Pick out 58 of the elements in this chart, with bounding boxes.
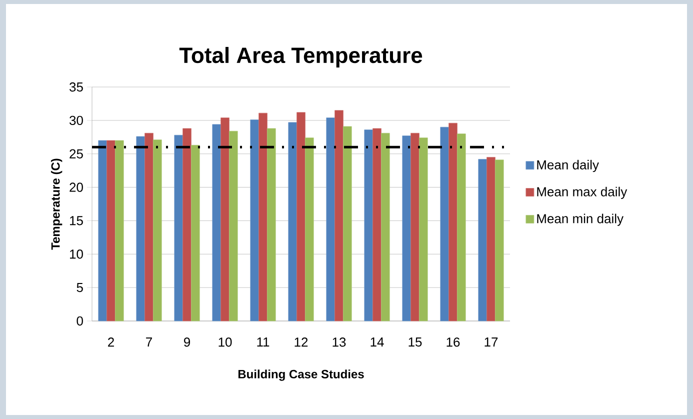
x-tick-label: 7: [146, 338, 152, 346]
x-tick-label: 11: [257, 338, 270, 346]
y-tick-label: 15: [70, 216, 83, 226]
bar: [106, 140, 116, 322]
bar: [267, 128, 276, 322]
bar: [220, 118, 230, 322]
bar: [144, 132, 154, 322]
y-axis-title: Temperature (C): [50, 158, 62, 250]
y-tick-label: 10: [70, 250, 83, 259]
bar: [495, 160, 504, 322]
bar: [182, 128, 192, 322]
x-tick-label: 2: [108, 338, 114, 347]
x-tick-label: 15: [408, 338, 422, 347]
bar: [486, 156, 496, 322]
bar: [457, 134, 466, 322]
bar: [364, 130, 374, 322]
x-tick-label: 13: [332, 338, 346, 347]
y-tick-label: 20: [70, 182, 83, 192]
bar: [174, 134, 184, 322]
x-tick-label: 12: [294, 338, 308, 347]
x-tick-label: 10: [218, 338, 232, 347]
legend-label: Mean min daily: [537, 214, 624, 226]
bar: [250, 120, 260, 322]
x-tick-label: 16: [446, 338, 460, 347]
bar: [98, 140, 108, 322]
bar: [115, 140, 124, 322]
y-tick-label: 25: [70, 149, 83, 158]
y-tick-label: 35: [70, 82, 83, 92]
bar: [153, 140, 162, 322]
x-axis-title: Building Case Studies: [238, 370, 364, 381]
bar: [402, 136, 412, 322]
y-tick-label: 30: [70, 116, 83, 126]
bar: [229, 130, 238, 322]
y-tick-label: 0: [76, 316, 83, 326]
bar: [343, 126, 352, 322]
y-tick-label: 5: [76, 283, 83, 292]
bar: [288, 122, 298, 322]
bar: [448, 122, 458, 322]
bar: [419, 138, 428, 322]
legend-label: Mean max daily: [537, 186, 628, 199]
bar: [372, 128, 382, 322]
bar: [136, 136, 146, 322]
chart-title: Total Area Temperature: [179, 46, 422, 68]
x-tick-label: 17: [484, 338, 498, 346]
bar: [381, 132, 390, 322]
x-tick-label: 14: [370, 338, 384, 346]
bar: [410, 132, 420, 322]
bar: [326, 118, 335, 322]
x-tick-label: 9: [184, 338, 190, 347]
bar: [296, 112, 306, 322]
bar: [191, 144, 200, 322]
legend-label: Mean daily: [537, 160, 599, 172]
bar: [305, 138, 314, 322]
bar: [212, 124, 222, 322]
bar: [334, 110, 344, 322]
bar: [258, 112, 268, 322]
bar: [478, 158, 487, 322]
bar: [440, 126, 450, 322]
